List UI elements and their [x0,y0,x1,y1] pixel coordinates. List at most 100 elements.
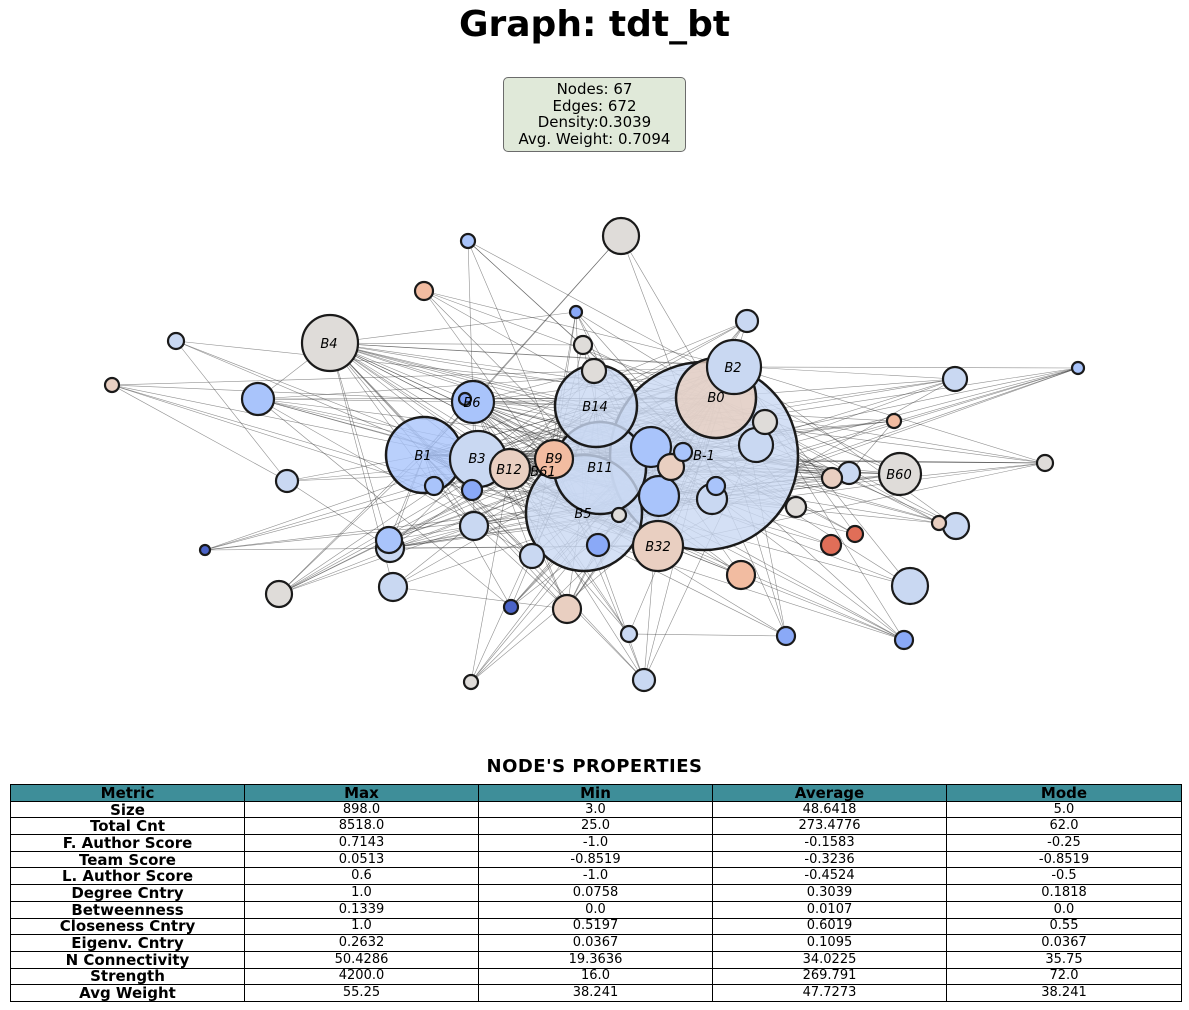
graph-edge [257,398,512,608]
graph-node-1 [601,216,641,256]
graph-edge [175,340,288,482]
graph-node-13 [941,511,971,541]
metric-value-cell: 1.0 [244,917,479,936]
graph-node-3 [637,474,681,518]
graph-node-37 [672,441,694,463]
graph-node-42 [885,412,903,430]
metric-name-cell: Size [10,800,245,819]
metric-value-cell: 273.4776 [712,817,947,836]
nodes-count: Nodes: 67 [556,80,633,98]
metric-value-cell: -0.5 [946,867,1182,886]
metric-name-cell: Closeness Cntry [10,917,245,936]
table-row: Betweenness 0.1339 0.0 0.0107 0.0 [10,900,1182,919]
table-row: N Connectivity 50.4286 19.3636 34.0225 35.75 [10,950,1182,969]
graph-stats-box: Nodes: 67 Edges: 672 Density:0.3039 Avg.… [503,77,686,152]
metric-value-cell: 48.6418 [712,800,947,819]
table-title: NODE'S PROPERTIES [486,756,703,777]
graph-edge [111,384,905,641]
node-label-b0: B0 [707,391,724,406]
graph-edge [470,468,511,683]
graph-node-30 [166,331,186,351]
graph-node-24 [656,452,686,482]
graph-node-47 [103,376,121,394]
metric-value-cell: 0.6019 [712,917,947,936]
node-label-b60: B60 [886,468,911,483]
graph-node-41 [930,514,948,532]
graph-node-8 [264,579,294,609]
graph-node-21 [734,308,760,334]
table-row: Avg Weight 55.25 38.241 47.7273 38.241 [10,984,1182,1002]
metric-value-cell: -0.1583 [712,834,947,852]
metric-value-cell: 72.0 [946,967,1182,986]
metric-value-cell: 4200.0 [244,967,479,986]
col-header-max: Max [244,784,479,802]
graph-edge [329,342,584,346]
graph-node-43 [459,232,477,250]
graph-node-29 [413,280,435,302]
table-row: Team Score 0.0513 -0.8519 -0.3236 -0.8519 [10,850,1182,869]
metric-value-cell: 0.0 [478,900,713,919]
metric-value-cell: 8518.0 [244,817,479,836]
metric-value-cell: 16.0 [478,967,713,986]
graph-node-45 [462,673,480,691]
metric-value-cell: 3.0 [478,800,713,819]
graph-nodes [103,216,1086,693]
density-value: Density:0.3039 [537,113,652,131]
graph-edge [111,384,597,407]
metric-value-cell: -0.8519 [478,850,713,869]
table-row: L. Author Score 0.6 -1.0 -0.4524 -0.5 [10,867,1182,886]
metric-name-cell: L. Author Score [10,867,245,886]
graph-node-36 [423,475,445,497]
graph-node-39 [572,334,594,356]
metric-name-cell: Avg Weight [10,984,245,1002]
graph-edge [257,398,474,403]
graph-node-28 [819,533,843,557]
table-header-row: Metric Max Min Average Mode [10,784,1182,802]
col-header-min: Min [478,784,713,802]
avg-weight-value: Avg. Weight: 0.7094 [518,129,671,148]
node-properties-table: Metric Max Min Average Mode Size 898.0 3.0… [10,784,1182,1002]
node-label-b1: B1 [414,449,431,464]
metric-value-cell: 34.0225 [712,950,947,969]
graph-node-4 [629,425,673,469]
metric-value-cell: 1.0 [244,884,479,902]
graph-node-38 [705,475,727,497]
graph-node-11 [551,593,583,625]
graph-edge [467,240,474,403]
col-header-mode: Mode [946,784,1182,802]
graph-edge [329,311,577,344]
graph-node-19 [585,532,611,558]
graph-node-35 [460,478,484,502]
graph-node-18 [631,667,657,693]
metric-value-cell: 898.0 [244,800,479,819]
graph-edge [329,342,735,368]
graph-edge [329,342,555,460]
metric-value-cell: 0.1095 [712,934,947,952]
edges-count: Edges: 672 [552,96,637,115]
metric-value-cell: 38.241 [478,984,713,1002]
graph-node-48 [198,543,212,557]
node-label-b14: B14 [582,400,607,415]
metric-value-cell: 5.0 [946,800,1182,819]
node-label-b5: B5 [574,507,591,522]
graph-edge [628,633,787,637]
table-row: F. Author Score 0.7143 -1.0 -0.1583 -0.25 [10,834,1182,852]
metric-value-cell: 0.0513 [244,850,479,869]
graph-node-22 [580,357,608,385]
metric-name-cell: Degree Cntry [10,884,245,902]
metric-value-cell: -1.0 [478,867,713,886]
metric-value-cell: 0.2632 [244,934,479,952]
metric-value-cell: 0.3039 [712,884,947,902]
table-row: Strength 4200.0 16.0 269.791 72.0 [10,967,1182,986]
metric-value-cell: 0.0758 [478,884,713,902]
graph-node-b9 [533,438,575,480]
metric-value-cell: 0.6 [244,867,479,886]
metric-value-cell: 35.75 [946,950,1182,969]
graph-edge [329,342,597,407]
graph-node-20 [274,468,300,494]
graph-node-33 [775,625,797,647]
graph-edge [257,366,735,400]
graph-node-26 [784,495,808,519]
node-label-b-minus-1: B-1 [693,449,715,464]
graph-node-49 [1070,360,1086,376]
